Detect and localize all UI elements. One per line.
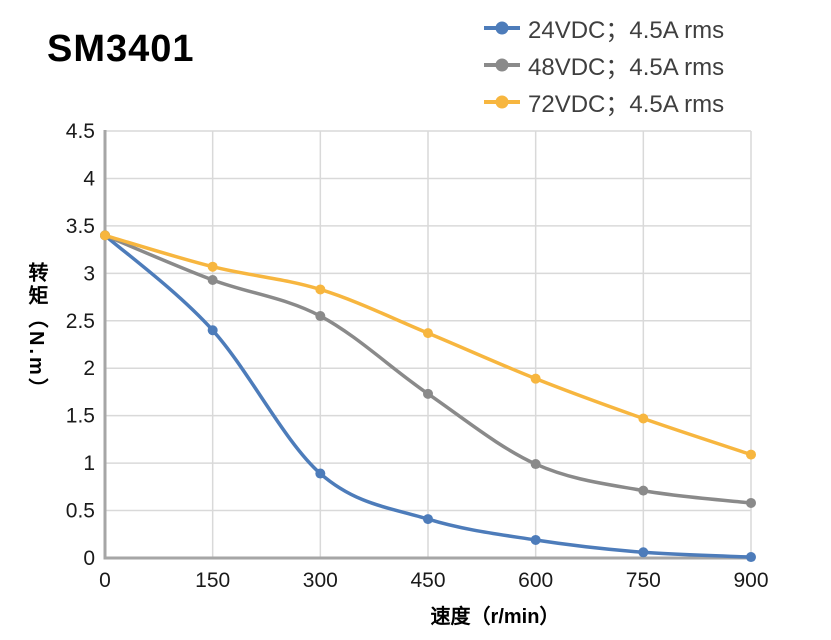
legend-label-72vdc: 72VDC；4.5A rms bbox=[528, 91, 725, 118]
x-tick-label: 450 bbox=[410, 569, 445, 592]
legend-line-dot-icon bbox=[484, 21, 520, 34]
y-tick-label: 2 bbox=[83, 357, 95, 380]
y-tick-label: 3 bbox=[83, 262, 95, 285]
data-point bbox=[315, 468, 326, 479]
legend: 24VDC；4.5A rms 48VDC；4.5A rms 72VDC；4.5A… bbox=[483, 9, 724, 120]
legend-label-48vdc: 48VDC；4.5A rms bbox=[528, 54, 725, 81]
y-tick-label: 4 bbox=[83, 167, 95, 190]
x-tick-label: 300 bbox=[303, 569, 338, 592]
data-point bbox=[207, 261, 218, 272]
x-tick-label: 0 bbox=[99, 569, 111, 592]
data-point bbox=[423, 514, 433, 525]
legend-item-24vdc: 24VDC；4.5A rms bbox=[483, 9, 724, 46]
legend-item-72vdc: 72VDC；4.5A rms bbox=[483, 83, 724, 120]
x-tick-label: 750 bbox=[626, 569, 661, 592]
x-tick-label: 900 bbox=[733, 569, 768, 592]
y-tick-label: 3.5 bbox=[66, 215, 95, 238]
data-point bbox=[423, 328, 433, 339]
x-tick-label: 600 bbox=[518, 569, 553, 592]
data-point bbox=[746, 497, 756, 508]
y-tick-label: 0.5 bbox=[66, 500, 95, 523]
data-point bbox=[423, 388, 433, 399]
data-point bbox=[315, 284, 326, 295]
data-point bbox=[100, 230, 110, 241]
x-tick-label: 150 bbox=[195, 569, 230, 592]
data-point bbox=[746, 552, 756, 563]
y-axis-label: 转矩（N.m） bbox=[25, 262, 47, 401]
legend-label-24vdc: 24VDC；4.5A rms bbox=[528, 17, 725, 44]
legend-item-48vdc: 48VDC；4.5A rms bbox=[483, 46, 724, 83]
y-tick-label: 1.5 bbox=[66, 405, 95, 428]
y-tick-label: 1 bbox=[83, 452, 95, 475]
x-axis-label: 速度（r/min） bbox=[430, 606, 560, 628]
data-point bbox=[530, 459, 541, 470]
data-point bbox=[530, 534, 541, 545]
data-point bbox=[315, 311, 326, 322]
y-tick-label: 0 bbox=[83, 547, 95, 570]
data-point bbox=[746, 449, 756, 460]
data-point bbox=[638, 413, 649, 424]
y-tick-label: 4.5 bbox=[66, 120, 95, 143]
data-point bbox=[638, 485, 649, 496]
chart-title: SM3401 bbox=[47, 28, 195, 70]
data-point bbox=[207, 274, 218, 285]
data-point bbox=[638, 547, 649, 558]
y-tick-label: 2.5 bbox=[66, 310, 95, 333]
data-point bbox=[530, 373, 541, 384]
data-point bbox=[207, 325, 218, 336]
legend-line-dot-icon bbox=[484, 58, 520, 71]
legend-line-dot-icon bbox=[484, 95, 520, 108]
